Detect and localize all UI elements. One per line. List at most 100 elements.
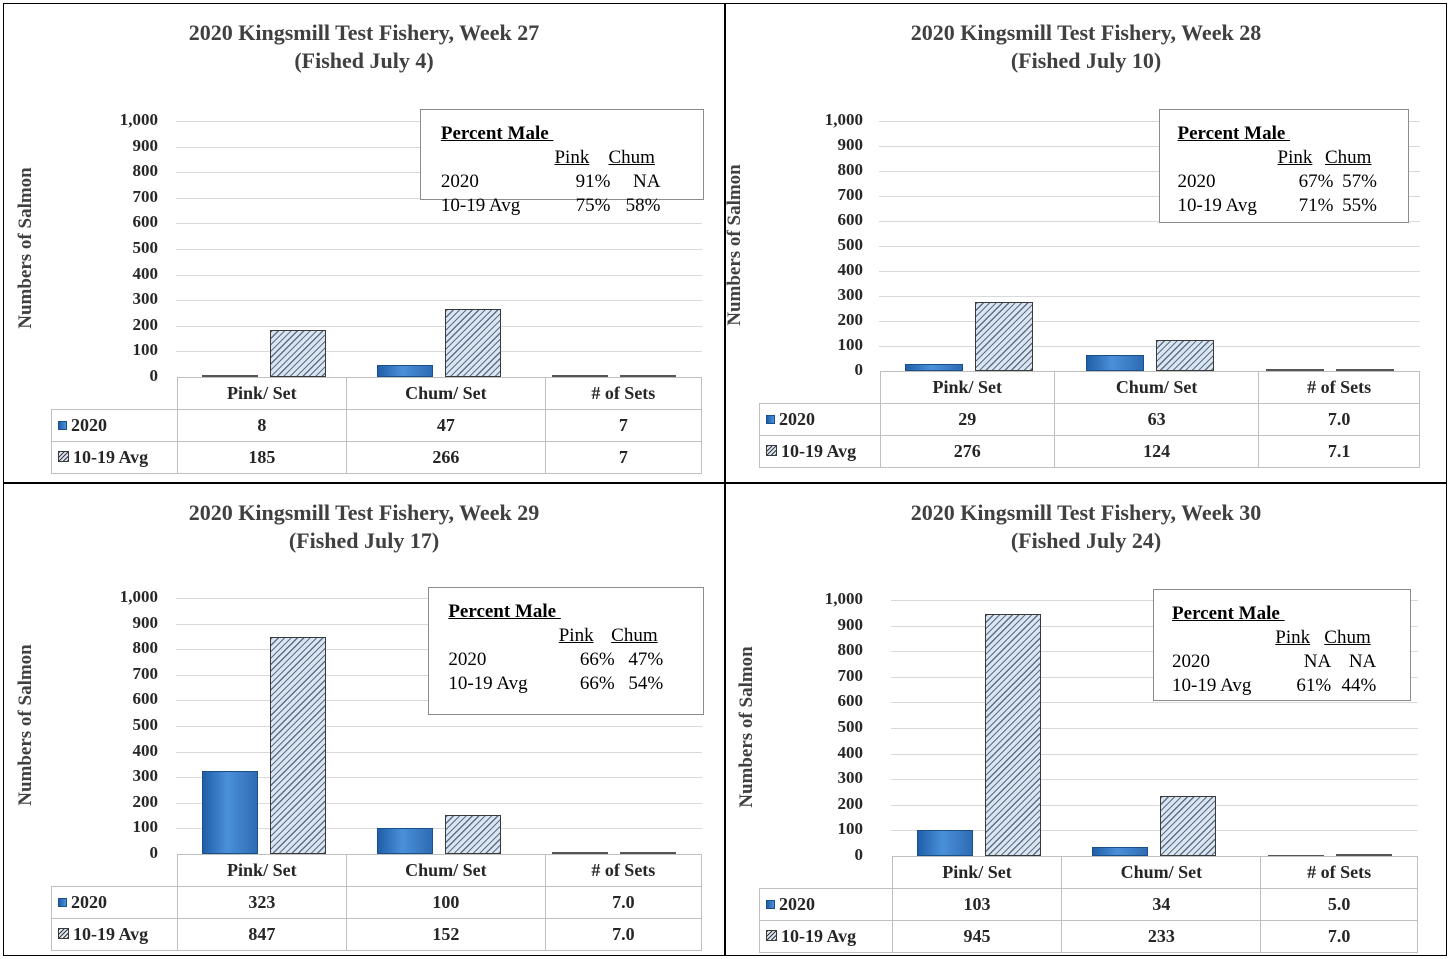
table-row: 2020 29 63 7.0 (759, 403, 1420, 436)
gridline (879, 171, 1420, 172)
y-tick-label: 100 (837, 335, 864, 354)
category-label: Chum/ Set (346, 854, 546, 887)
y-tick-label: 500 (837, 717, 864, 736)
gridline (176, 777, 702, 778)
percent-male-row-label: 2020 (1177, 171, 1216, 192)
percent-male-heading: Percent Male (1178, 122, 1291, 146)
percent-male-heading-text: Percent Male (1177, 123, 1291, 144)
bar-2020-0 (202, 771, 258, 854)
table-corner (759, 856, 893, 889)
percent-male-col-pink: Pink (554, 146, 589, 170)
y-axis-label: Numbers of Salmon (15, 167, 36, 329)
chart-title: 2020 Kingsmill Test Fishery, Week 30 (910, 500, 1262, 525)
data-value: 7.0 (544, 918, 703, 951)
gridline (891, 754, 1418, 755)
percent-male-row-pink: 91% (575, 171, 611, 192)
legend-name: 2020 (71, 415, 107, 435)
gridline (879, 221, 1420, 222)
bar-10-19-avg-0 (270, 637, 326, 854)
table-corner (51, 377, 178, 410)
percent-male-box: Percent Male Pink Chum 2020 66% 47% 10-19 Avg… (428, 587, 704, 715)
y-tick-label: 200 (132, 315, 159, 334)
table-header-row: Pink/ Set Chum/ Set # of Sets (759, 371, 1420, 404)
data-table: Pink/ Set Chum/ Set # of Sets 2020 323 100 7.0… (51, 854, 703, 951)
data-value: 100 (346, 886, 546, 919)
data-value: 29 (879, 403, 1055, 436)
data-value: 152 (346, 918, 546, 951)
gridline (879, 146, 1420, 147)
bar-2020-0 (202, 375, 258, 377)
legend-entry: 10-19 Avg (51, 918, 178, 951)
bar-10-19-avg-1 (445, 309, 501, 377)
percent-male-heading-text: Percent Male (1172, 603, 1285, 624)
percent-male-row-label: 10-19 Avg (1172, 675, 1252, 696)
y-tick-label: 0 (149, 366, 159, 385)
chart-panel-week-28: 2020 Kingsmill Test Fishery, Week 28 (Fis… (724, 3, 1447, 483)
y-tick-label: 0 (854, 360, 864, 379)
y-tick-label: 400 (132, 741, 159, 760)
bar-2020-1 (377, 365, 433, 377)
chart-subtitle: (Fished July 4) (294, 48, 434, 73)
gridline (176, 828, 702, 829)
chart-panel-week-29: 2020 Kingsmill Test Fishery, Week 29 (Fis… (3, 483, 725, 956)
y-tick-label: 900 (132, 613, 159, 632)
category-label: # of Sets (1258, 371, 1420, 404)
y-tick-label: 800 (837, 640, 864, 659)
y-tick-label: 500 (132, 715, 159, 734)
y-tick-label: 200 (132, 792, 159, 811)
data-value: 7 (544, 409, 703, 442)
legend-key-solid (766, 415, 775, 424)
percent-male-row-label: 10-19 Avg (440, 195, 521, 216)
data-value: 7 (544, 441, 703, 474)
table-row: 2020 103 34 5.0 (759, 888, 1418, 921)
data-value: 847 (176, 918, 348, 951)
table-corner (51, 854, 178, 887)
y-tick-label: 500 (132, 238, 159, 257)
legend-name: 10-19 Avg (781, 441, 857, 461)
percent-male-row-label: 2020 (1172, 651, 1211, 672)
table-header-row: Pink/ Set Chum/ Set # of Sets (759, 856, 1418, 889)
data-value: 266 (346, 441, 546, 474)
legend-key-solid (58, 421, 67, 430)
legend-name: 10-19 Avg (73, 447, 149, 467)
gridline (176, 300, 702, 301)
percent-male-row-label: 2020 (440, 171, 479, 192)
chart-title: 2020 Kingsmill Test Fishery, Week 27 (188, 20, 540, 45)
percent-male-col-pink-text: Pink (554, 147, 590, 168)
percent-male-col-chum: Chum (608, 146, 654, 170)
gridline (176, 803, 702, 804)
percent-male-heading: Percent Male (441, 122, 554, 146)
legend-entry: 10-19 Avg (759, 920, 893, 953)
y-tick-label: 1,000 (119, 110, 158, 129)
y-tick-label: 700 (132, 664, 159, 683)
bar-2020-2 (552, 375, 608, 377)
y-tick-label: 400 (837, 743, 864, 762)
y-tick-label: 600 (837, 210, 864, 229)
y-tick-label: 200 (837, 310, 864, 329)
table-row: 10-19 Avg 847 152 7.0 (51, 918, 703, 951)
legend-entry: 2020 (51, 886, 178, 919)
gridline (176, 326, 702, 327)
gridline (879, 346, 1420, 347)
bar-10-19-avg-0 (985, 614, 1041, 856)
percent-male-col-chum: Chum (1325, 146, 1371, 170)
bar-10-19-avg-2 (1336, 369, 1394, 371)
legend-key-hatched (766, 445, 777, 456)
y-tick-label: 800 (132, 638, 159, 657)
data-table: Pink/ Set Chum/ Set # of Sets 2020 103 34 5.0 1… (759, 856, 1418, 953)
y-tick-label: 0 (149, 843, 159, 862)
gridline (176, 351, 702, 352)
gridline (879, 321, 1420, 322)
percent-male-row-label: 10-19 Avg (448, 673, 528, 694)
legend-key-solid (766, 900, 775, 909)
y-tick-label: 1,000 (119, 587, 158, 606)
table-row: 2020 323 100 7.0 (51, 886, 703, 919)
percent-male-row-pink: NA (1303, 651, 1332, 672)
category-label: # of Sets (544, 854, 703, 887)
gridline (891, 702, 1418, 703)
chart-subtitle: (Fished July 24) (1010, 528, 1162, 553)
percent-male-row-chum: 54% (628, 673, 664, 694)
gridline (879, 196, 1420, 197)
legend-entry: 10-19 Avg (759, 435, 881, 468)
gridline (176, 223, 702, 224)
